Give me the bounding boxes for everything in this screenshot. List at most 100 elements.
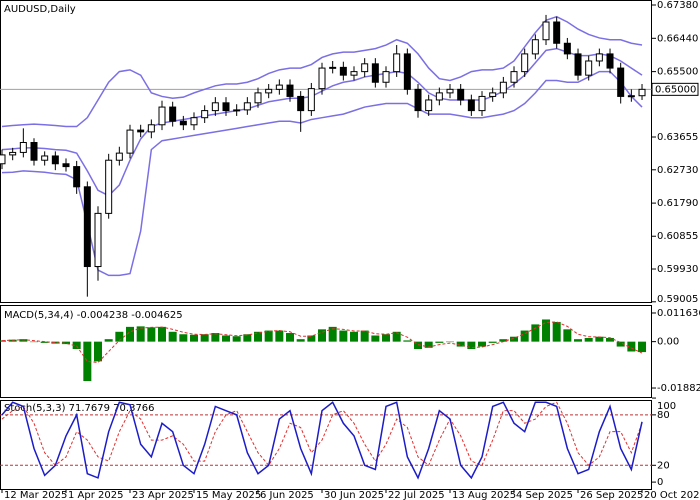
candle-body <box>126 129 134 154</box>
macd-bar <box>392 331 401 342</box>
macd-bar <box>488 341 497 343</box>
stoch-title: Stoch(5,3,3) 71.7679 70.3766 <box>4 403 155 414</box>
y-tick-label: 0.60855 <box>657 231 698 242</box>
candle-body <box>585 60 593 76</box>
stoch-main <box>1 401 643 480</box>
candle-body <box>222 102 230 112</box>
macd-bar <box>552 321 561 342</box>
candle-body <box>233 109 241 112</box>
macd-bar <box>318 329 327 342</box>
candle-body <box>254 92 262 104</box>
candle-body <box>286 84 294 97</box>
macd-bar <box>435 341 444 343</box>
candle-body <box>201 110 209 119</box>
y-tick-label: 0.65500 <box>657 67 698 78</box>
y-tick-label: -0.018829 <box>657 383 700 394</box>
macd-signal <box>1 321 643 364</box>
candle-body <box>83 186 91 268</box>
candle-body <box>563 42 571 55</box>
candle-body <box>542 21 550 41</box>
x-tick-label: 22 Jul 2025 <box>388 490 445 500</box>
candle-body <box>361 63 369 73</box>
y-tick-label: 0.00 <box>657 337 679 348</box>
x-tick-label: 13 Aug 2025 <box>452 490 516 500</box>
stoch-signal <box>1 401 643 467</box>
candle-body <box>41 155 49 161</box>
macd-bar <box>328 326 337 342</box>
candle-body <box>318 67 326 90</box>
candle-body <box>425 99 433 112</box>
candle-body <box>9 151 17 156</box>
candle-body <box>158 106 166 126</box>
macd-bar <box>339 330 348 342</box>
macd-bar <box>72 341 81 350</box>
macd-bar <box>264 330 273 342</box>
candle-body <box>297 95 305 112</box>
band-upper <box>1 15 643 128</box>
macd-bar <box>104 339 113 342</box>
macd-bar <box>147 327 156 342</box>
x-tick-label: 12 Mar 2025 <box>4 490 67 500</box>
candle-body <box>30 141 38 161</box>
candle-body <box>595 53 603 62</box>
current-price-box <box>651 82 699 96</box>
macd-bar <box>563 329 572 342</box>
macd-bar <box>456 341 465 347</box>
candle-body <box>19 141 27 153</box>
macd-bar <box>62 341 71 345</box>
candle-body <box>265 88 273 94</box>
macd-bar <box>211 333 220 342</box>
macd-bar <box>51 341 60 344</box>
candle-body <box>510 71 518 83</box>
x-tick-label: 4 Sep 2025 <box>516 490 573 500</box>
x-tick-label: 30 Jun 2025 <box>324 490 384 500</box>
candle-body <box>275 84 283 90</box>
candle-body <box>478 95 486 112</box>
macd-bar <box>616 341 625 347</box>
candle-body <box>371 63 379 83</box>
macd-bar <box>19 339 28 342</box>
y-tick-label: 0.59005 <box>657 294 698 305</box>
candle-body <box>638 88 646 97</box>
candle-body <box>169 106 177 122</box>
band-lower <box>1 70 643 277</box>
y-tick-label: 0.62730 <box>657 165 698 176</box>
macd-bar <box>627 341 636 352</box>
y-tick-label: 0.61790 <box>657 198 698 209</box>
candle-body <box>457 88 465 101</box>
x-tick-label: 20 Oct 2025 <box>644 490 700 500</box>
price-panel <box>0 0 652 303</box>
candle-body <box>446 88 454 94</box>
candle-body <box>553 21 561 44</box>
y-tick-label: 0.66440 <box>657 33 698 44</box>
candle-body <box>51 155 59 165</box>
macd-bar <box>520 330 529 342</box>
macd-bar <box>499 339 508 342</box>
macd-bar <box>403 340 412 342</box>
macd-bar <box>371 335 380 342</box>
macd-bar <box>584 337 593 342</box>
macd-bar <box>200 334 209 342</box>
candle-body <box>617 67 625 97</box>
y-tick-label: 20 <box>657 460 670 471</box>
candle-body <box>62 163 70 168</box>
candle-body <box>489 92 497 97</box>
candle-body <box>521 53 529 73</box>
macd-bar <box>510 336 519 342</box>
macd-panel <box>0 305 652 398</box>
stoch-panel <box>0 400 652 490</box>
candle-body <box>403 53 411 90</box>
macd-bar <box>222 335 231 342</box>
y-tick-label: 0 <box>657 477 663 488</box>
candle-body <box>115 152 123 161</box>
macd-bar <box>126 326 135 342</box>
y-tick-label: 100 <box>657 401 676 412</box>
macd-bar <box>638 341 647 353</box>
candle-body <box>627 95 635 98</box>
macd-bar <box>360 330 369 342</box>
macd-bar <box>83 341 92 382</box>
candle-body <box>179 120 187 126</box>
candle-body <box>393 53 401 73</box>
macd-bar <box>190 334 199 342</box>
